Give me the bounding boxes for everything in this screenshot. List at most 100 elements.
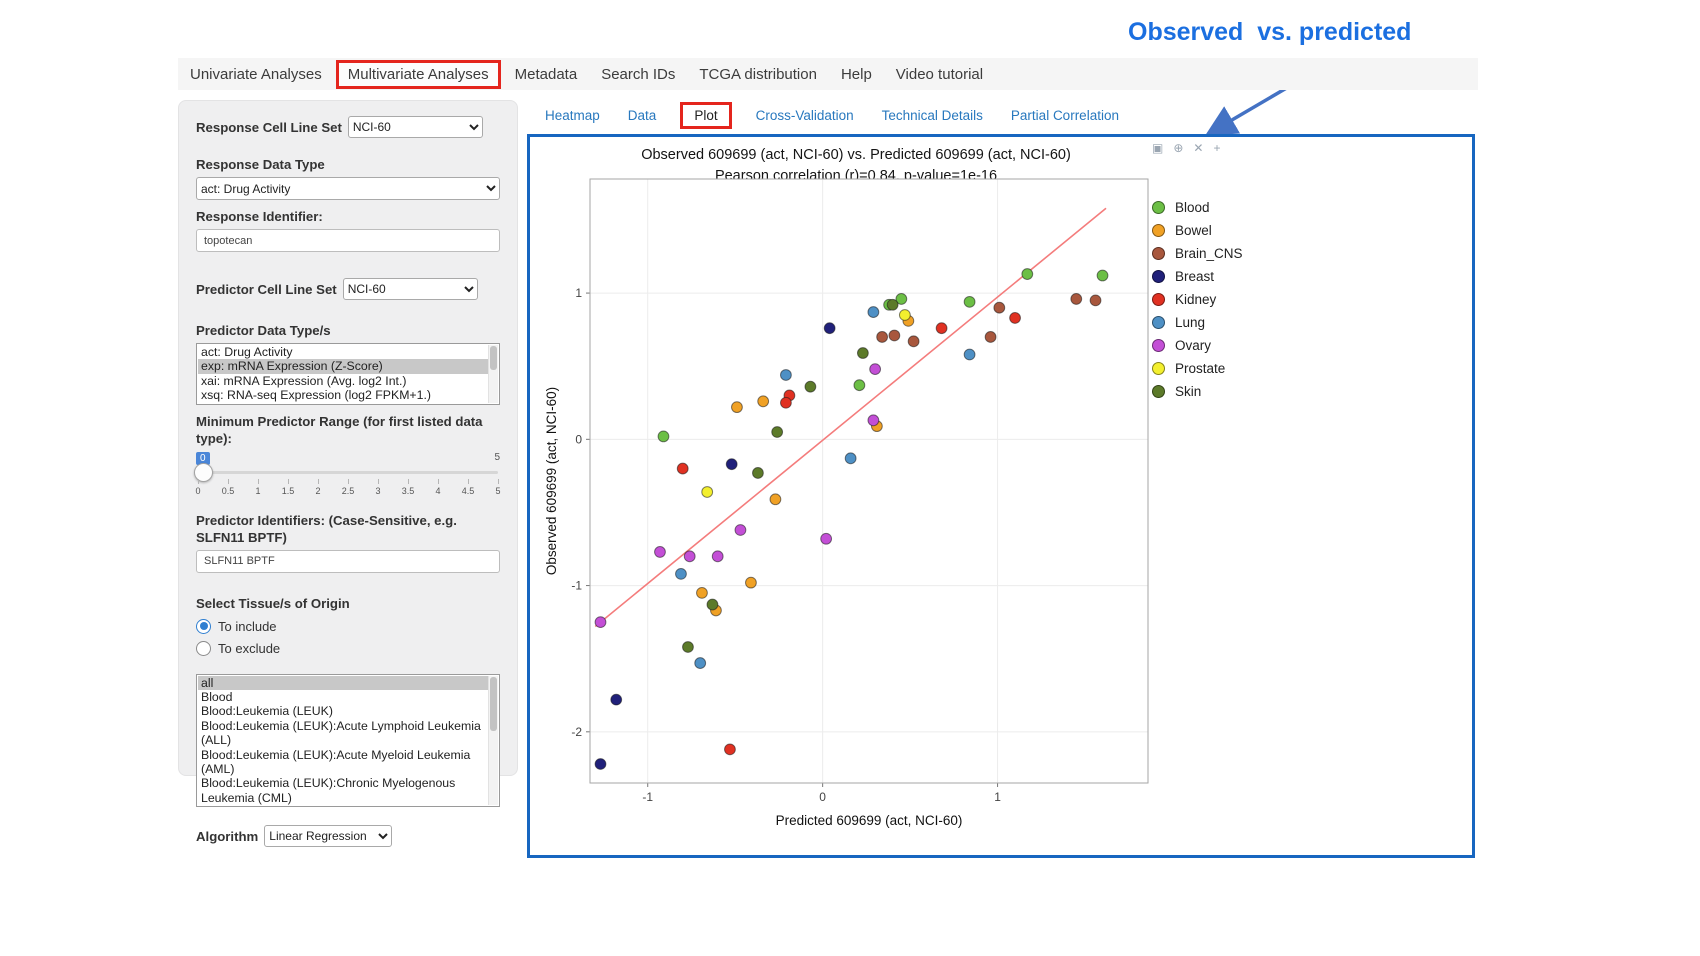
data-point-skin[interactable] — [886, 298, 899, 311]
data-point-ovary[interactable] — [683, 550, 696, 563]
datatype-option-exp-mrna-expression-z-score[interactable]: exp: mRNA Expression (Z-Score) — [198, 359, 488, 374]
data-point-brain-cns[interactable] — [888, 329, 901, 342]
nav-item-tcga-distribution[interactable]: TCGA distribution — [699, 65, 817, 83]
subtab-heatmap[interactable]: Heatmap — [545, 108, 600, 123]
data-point-bowel[interactable] — [769, 493, 782, 506]
data-point-blood[interactable] — [657, 430, 670, 443]
listbox-scrollbar[interactable] — [488, 675, 498, 806]
data-point-kidney[interactable] — [724, 743, 736, 756]
plot-area[interactable] — [590, 179, 1148, 783]
nav-item-search-ids[interactable]: Search IDs — [601, 65, 676, 83]
predictor-data-types-listbox[interactable]: act: Drug Activity exp: mRNA Expression (… — [196, 343, 500, 405]
slider-track[interactable] — [198, 470, 498, 474]
data-point-bowel[interactable] — [731, 401, 743, 414]
data-point-lung[interactable] — [867, 306, 880, 318]
data-point-skin[interactable] — [706, 598, 719, 611]
nav-item-multivariate-analyses[interactable]: Multivariate Analyses — [335, 59, 501, 89]
data-point-ovary[interactable] — [867, 414, 880, 427]
tissue-origin-listbox[interactable]: all Blood Blood:Leukemia (LEUK) Blood:Leuke… — [196, 673, 500, 808]
radio-include-icon[interactable] — [196, 618, 211, 634]
tissue-option-blood-leukemia-leuk-acute-myeloid-leukemia-aml[interactable]: Blood:Leukemia (LEUK):Acute Myeloid Leuk… — [201, 747, 471, 777]
legend-item-breast[interactable]: Breast — [1152, 268, 1243, 285]
data-point-skin[interactable] — [771, 426, 784, 438]
scatter-plot[interactable]: -1 0 1 -2 -1 0 1 Predicted 609699 (act, NCI-60)… — [542, 177, 1162, 837]
datatype-option-act-drug-activity[interactable]: act: Drug Activity — [201, 345, 293, 359]
radio-to-exclude[interactable]: To exclude — [196, 640, 500, 656]
data-point-kidney[interactable] — [780, 396, 792, 409]
data-point-blood[interactable] — [895, 293, 908, 305]
nav-item-univariate-analyses[interactable]: Univariate Analyses — [190, 65, 322, 83]
data-point-ovary[interactable] — [594, 616, 607, 629]
response-identifier-input[interactable] — [196, 229, 500, 252]
response-data-type-select[interactable]: act: Drug Activity — [196, 177, 500, 200]
data-point-skin[interactable] — [682, 641, 694, 653]
listbox-scrollbar[interactable] — [488, 345, 498, 403]
tissue-option-blood-leukemia-leuk-chronic-myelogenous-leukemia-cml[interactable]: Blood:Leukemia (LEUK):Chronic Myelogenou… — [201, 776, 456, 805]
data-point-lung[interactable] — [844, 452, 857, 465]
data-point-breast[interactable] — [823, 322, 836, 335]
data-point-brain-cns[interactable] — [984, 331, 997, 343]
data-point-brain-cns[interactable] — [907, 335, 920, 348]
data-point-lung[interactable] — [963, 348, 976, 361]
response-cell-line-set-select[interactable]: NCI-60 — [347, 116, 483, 138]
zoom-icon[interactable]: ⊕ — [1173, 141, 1184, 155]
datatype-option-xsq-rna-seq-expression-log2-fpkm-1[interactable]: xsq: RNA-seq Expression (log2 FPKM+1.) — [201, 388, 431, 403]
data-point-breast[interactable] — [725, 458, 738, 471]
data-point-kidney[interactable] — [1009, 312, 1021, 324]
subtab-technical-details[interactable]: Technical Details — [881, 108, 983, 123]
subtab-data[interactable]: Data — [627, 108, 657, 123]
radio-to-include[interactable]: To include — [196, 618, 500, 634]
predictor-identifiers-input[interactable] — [196, 549, 500, 573]
predictor-cell-line-set-select[interactable]: NCI-60 — [342, 278, 478, 300]
subtab-partial-correlation[interactable]: Partial Correlation — [1010, 108, 1119, 123]
data-point-ovary[interactable] — [734, 524, 747, 536]
data-point-skin[interactable] — [856, 347, 869, 359]
data-point-brain-cns[interactable] — [1089, 294, 1102, 307]
data-point-breast[interactable] — [610, 693, 623, 706]
data-point-skin[interactable] — [752, 467, 764, 479]
data-point-blood[interactable] — [853, 379, 866, 392]
datatype-option-xai-mrna-expression-avg-log2-int[interactable]: xai: mRNA Expression (Avg. log2 Int.) — [201, 373, 407, 388]
legend-item-ovary[interactable]: Ovary — [1152, 337, 1243, 354]
data-point-lung[interactable] — [675, 567, 687, 580]
data-point-blood[interactable] — [1096, 269, 1109, 282]
subtab-plot[interactable]: Plot — [680, 102, 732, 129]
tissue-option-blood-leukemia-leuk[interactable]: Blood:Leukemia (LEUK) — [201, 704, 333, 719]
data-point-ovary[interactable] — [711, 550, 724, 563]
radio-exclude-icon[interactable] — [196, 640, 211, 656]
data-point-brain-cns[interactable] — [993, 301, 1006, 314]
data-point-bowel[interactable] — [696, 586, 708, 599]
legend-item-skin[interactable]: Skin — [1152, 383, 1243, 400]
data-point-breast[interactable] — [594, 758, 607, 770]
data-point-lung[interactable] — [694, 657, 707, 669]
data-point-ovary[interactable] — [820, 532, 833, 545]
data-point-kidney[interactable] — [676, 462, 689, 475]
data-point-bowel[interactable] — [757, 395, 770, 408]
legend-item-kidney[interactable]: Kidney — [1152, 291, 1243, 308]
data-point-brain-cns[interactable] — [1070, 293, 1083, 305]
nav-item-metadata[interactable]: Metadata — [514, 65, 578, 83]
data-point-brain-cns[interactable] — [876, 331, 889, 343]
data-point-blood[interactable] — [1021, 268, 1034, 280]
data-point-ovary[interactable] — [654, 546, 666, 558]
close-icon[interactable]: ✕ — [1193, 141, 1204, 155]
data-point-blood[interactable] — [963, 295, 976, 308]
legend-item-brain-cns[interactable]: Brain_CNS — [1152, 245, 1243, 262]
legend-item-bowel[interactable]: Bowel — [1152, 222, 1243, 239]
legend-item-lung[interactable]: Lung — [1152, 314, 1243, 331]
data-point-ovary[interactable] — [869, 363, 882, 376]
data-point-prostate[interactable] — [701, 486, 714, 498]
tissue-option-all[interactable]: all — [198, 675, 488, 691]
legend-item-blood[interactable]: Blood — [1152, 199, 1243, 216]
data-point-kidney[interactable] — [935, 322, 948, 335]
min-predictor-range-slider[interactable]: 0 5 0 0.5 1 1.5 2 2.5 3 3.5 4 4.5 5 — [194, 451, 501, 498]
nav-item-help[interactable]: Help — [840, 65, 872, 83]
nav-item-video-tutorial[interactable]: Video tutorial — [895, 65, 984, 83]
data-point-bowel[interactable] — [745, 576, 757, 589]
data-point-skin[interactable] — [804, 380, 817, 393]
tissue-option-blood-leukemia-leuk-acute-lymphoid-leukemia-all[interactable]: Blood:Leukemia (LEUK):Acute Lymphoid Leu… — [201, 718, 481, 748]
data-point-prostate[interactable] — [898, 309, 911, 321]
legend-item-prostate[interactable]: Prostate — [1152, 360, 1243, 377]
data-point-lung[interactable] — [780, 369, 792, 381]
slider-handle[interactable] — [194, 462, 213, 482]
